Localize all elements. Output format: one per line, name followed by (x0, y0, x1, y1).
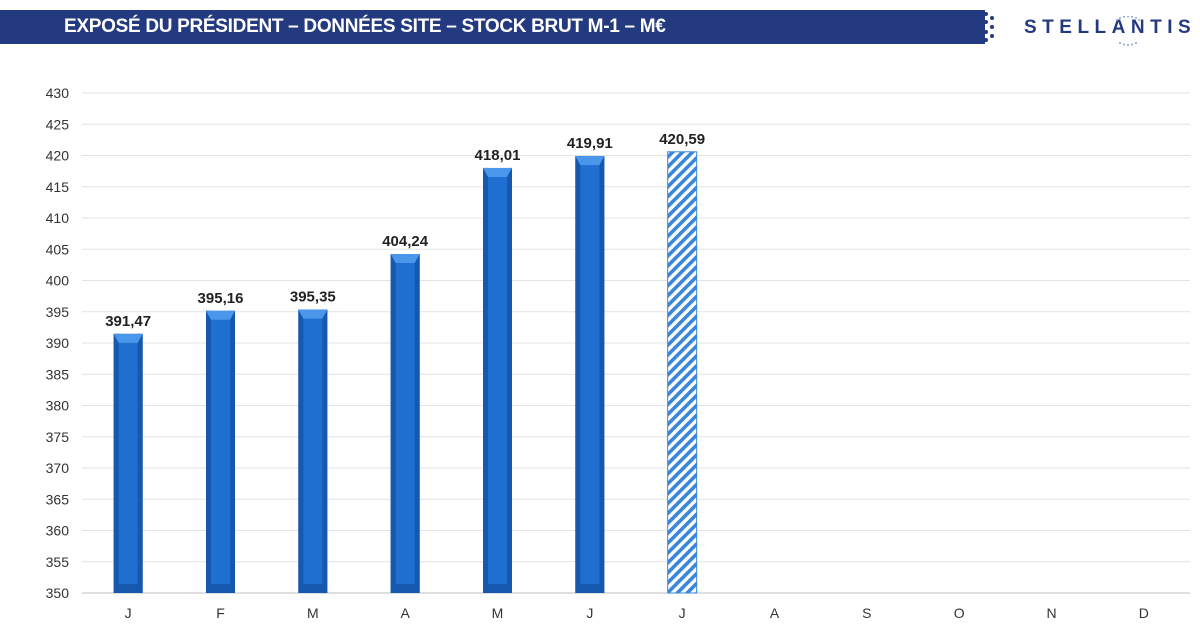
chart-area: 350 355 360 365 370 375 380 385 390 395 400 405 410 4… (0, 60, 1200, 633)
bar-edge-right (137, 333, 143, 593)
stellantis-logo: STELLANTIS (1024, 16, 1200, 46)
y-tick-label: 415 (46, 179, 70, 195)
x-tick-label: N (1046, 605, 1056, 621)
y-tick-label: 410 (46, 210, 70, 226)
bar-edge-right (414, 254, 420, 593)
bar-bevel-bottom (298, 584, 328, 593)
x-tick-label: S (862, 605, 871, 621)
bar-bevel-bottom (113, 584, 143, 593)
bar-edge-right (230, 310, 235, 593)
logo-arc-icon (1116, 16, 1140, 46)
x-tick-label: A (400, 605, 410, 621)
bar-edge-left (206, 310, 211, 593)
page-title: EXPOSÉ DU PRÉSIDENT – DONNÉES SITE – STO… (64, 16, 666, 37)
bar-bevel-bottom (206, 584, 235, 593)
y-tick-label: 350 (46, 585, 70, 601)
bar-bevel-top (483, 167, 512, 177)
bar-bevel-bottom (390, 584, 420, 593)
y-tick-label: 430 (46, 85, 70, 101)
bar-bevel-top (113, 333, 143, 343)
x-tick-label: O (954, 605, 965, 621)
data-label: 404,24 (382, 233, 429, 250)
data-label: 418,01 (475, 147, 521, 164)
data-label: 420,59 (659, 131, 705, 148)
y-tick-label: 370 (46, 460, 70, 476)
y-tick-label: 400 (46, 273, 70, 289)
y-tick-label: 360 (46, 523, 70, 539)
x-tick-label: M (492, 605, 504, 621)
x-tick-label: D (1139, 605, 1149, 621)
x-tick-label: J (125, 605, 132, 621)
bar-bevel-top (298, 309, 328, 319)
y-tick-label: 380 (46, 398, 70, 414)
x-tick-label: J (586, 605, 593, 621)
bar-bevel-top (390, 254, 420, 263)
x-tick-label: A (770, 605, 780, 621)
bar-edge-left (298, 309, 304, 593)
x-tick-label: F (216, 605, 225, 621)
bar-edge-left (483, 167, 488, 593)
bar (667, 151, 698, 594)
bar-bevel-top (206, 310, 235, 320)
data-label: 395,16 (198, 290, 244, 307)
y-tick-label: 385 (46, 366, 70, 382)
x-tick-label: M (307, 605, 319, 621)
bar-bevel-bottom (575, 584, 605, 593)
title-bar: EXPOSÉ DU PRÉSIDENT – DONNÉES SITE – STO… (0, 10, 985, 44)
bar-edge-right (322, 309, 328, 593)
bar-edge-right (507, 167, 512, 593)
y-tick-label: 365 (46, 491, 70, 507)
y-tick-label: 390 (46, 335, 70, 351)
bar-bevel-top (575, 156, 605, 166)
bar-chart: 350 355 360 365 370 375 380 385 390 395 400 405 410 4… (46, 85, 1190, 621)
bar-edge-right (599, 156, 605, 593)
y-tick-label: 425 (46, 116, 70, 132)
logo-text: STELLANTIS (1024, 17, 1197, 38)
dots-icon (984, 12, 994, 42)
bar-edge-left (390, 254, 396, 593)
bar-edge-left (575, 156, 581, 593)
bar-bevel-bottom (483, 584, 512, 593)
y-tick-label: 395 (46, 304, 70, 320)
data-label: 419,91 (567, 135, 613, 152)
y-tick-label: 375 (46, 429, 70, 445)
data-label: 391,47 (105, 313, 151, 330)
data-label: 395,35 (290, 289, 336, 306)
y-tick-label: 420 (46, 148, 70, 164)
y-tick-label: 355 (46, 554, 70, 570)
x-tick-label: J (679, 605, 686, 621)
bar-edge-left (113, 333, 119, 593)
y-tick-label: 405 (46, 241, 70, 257)
